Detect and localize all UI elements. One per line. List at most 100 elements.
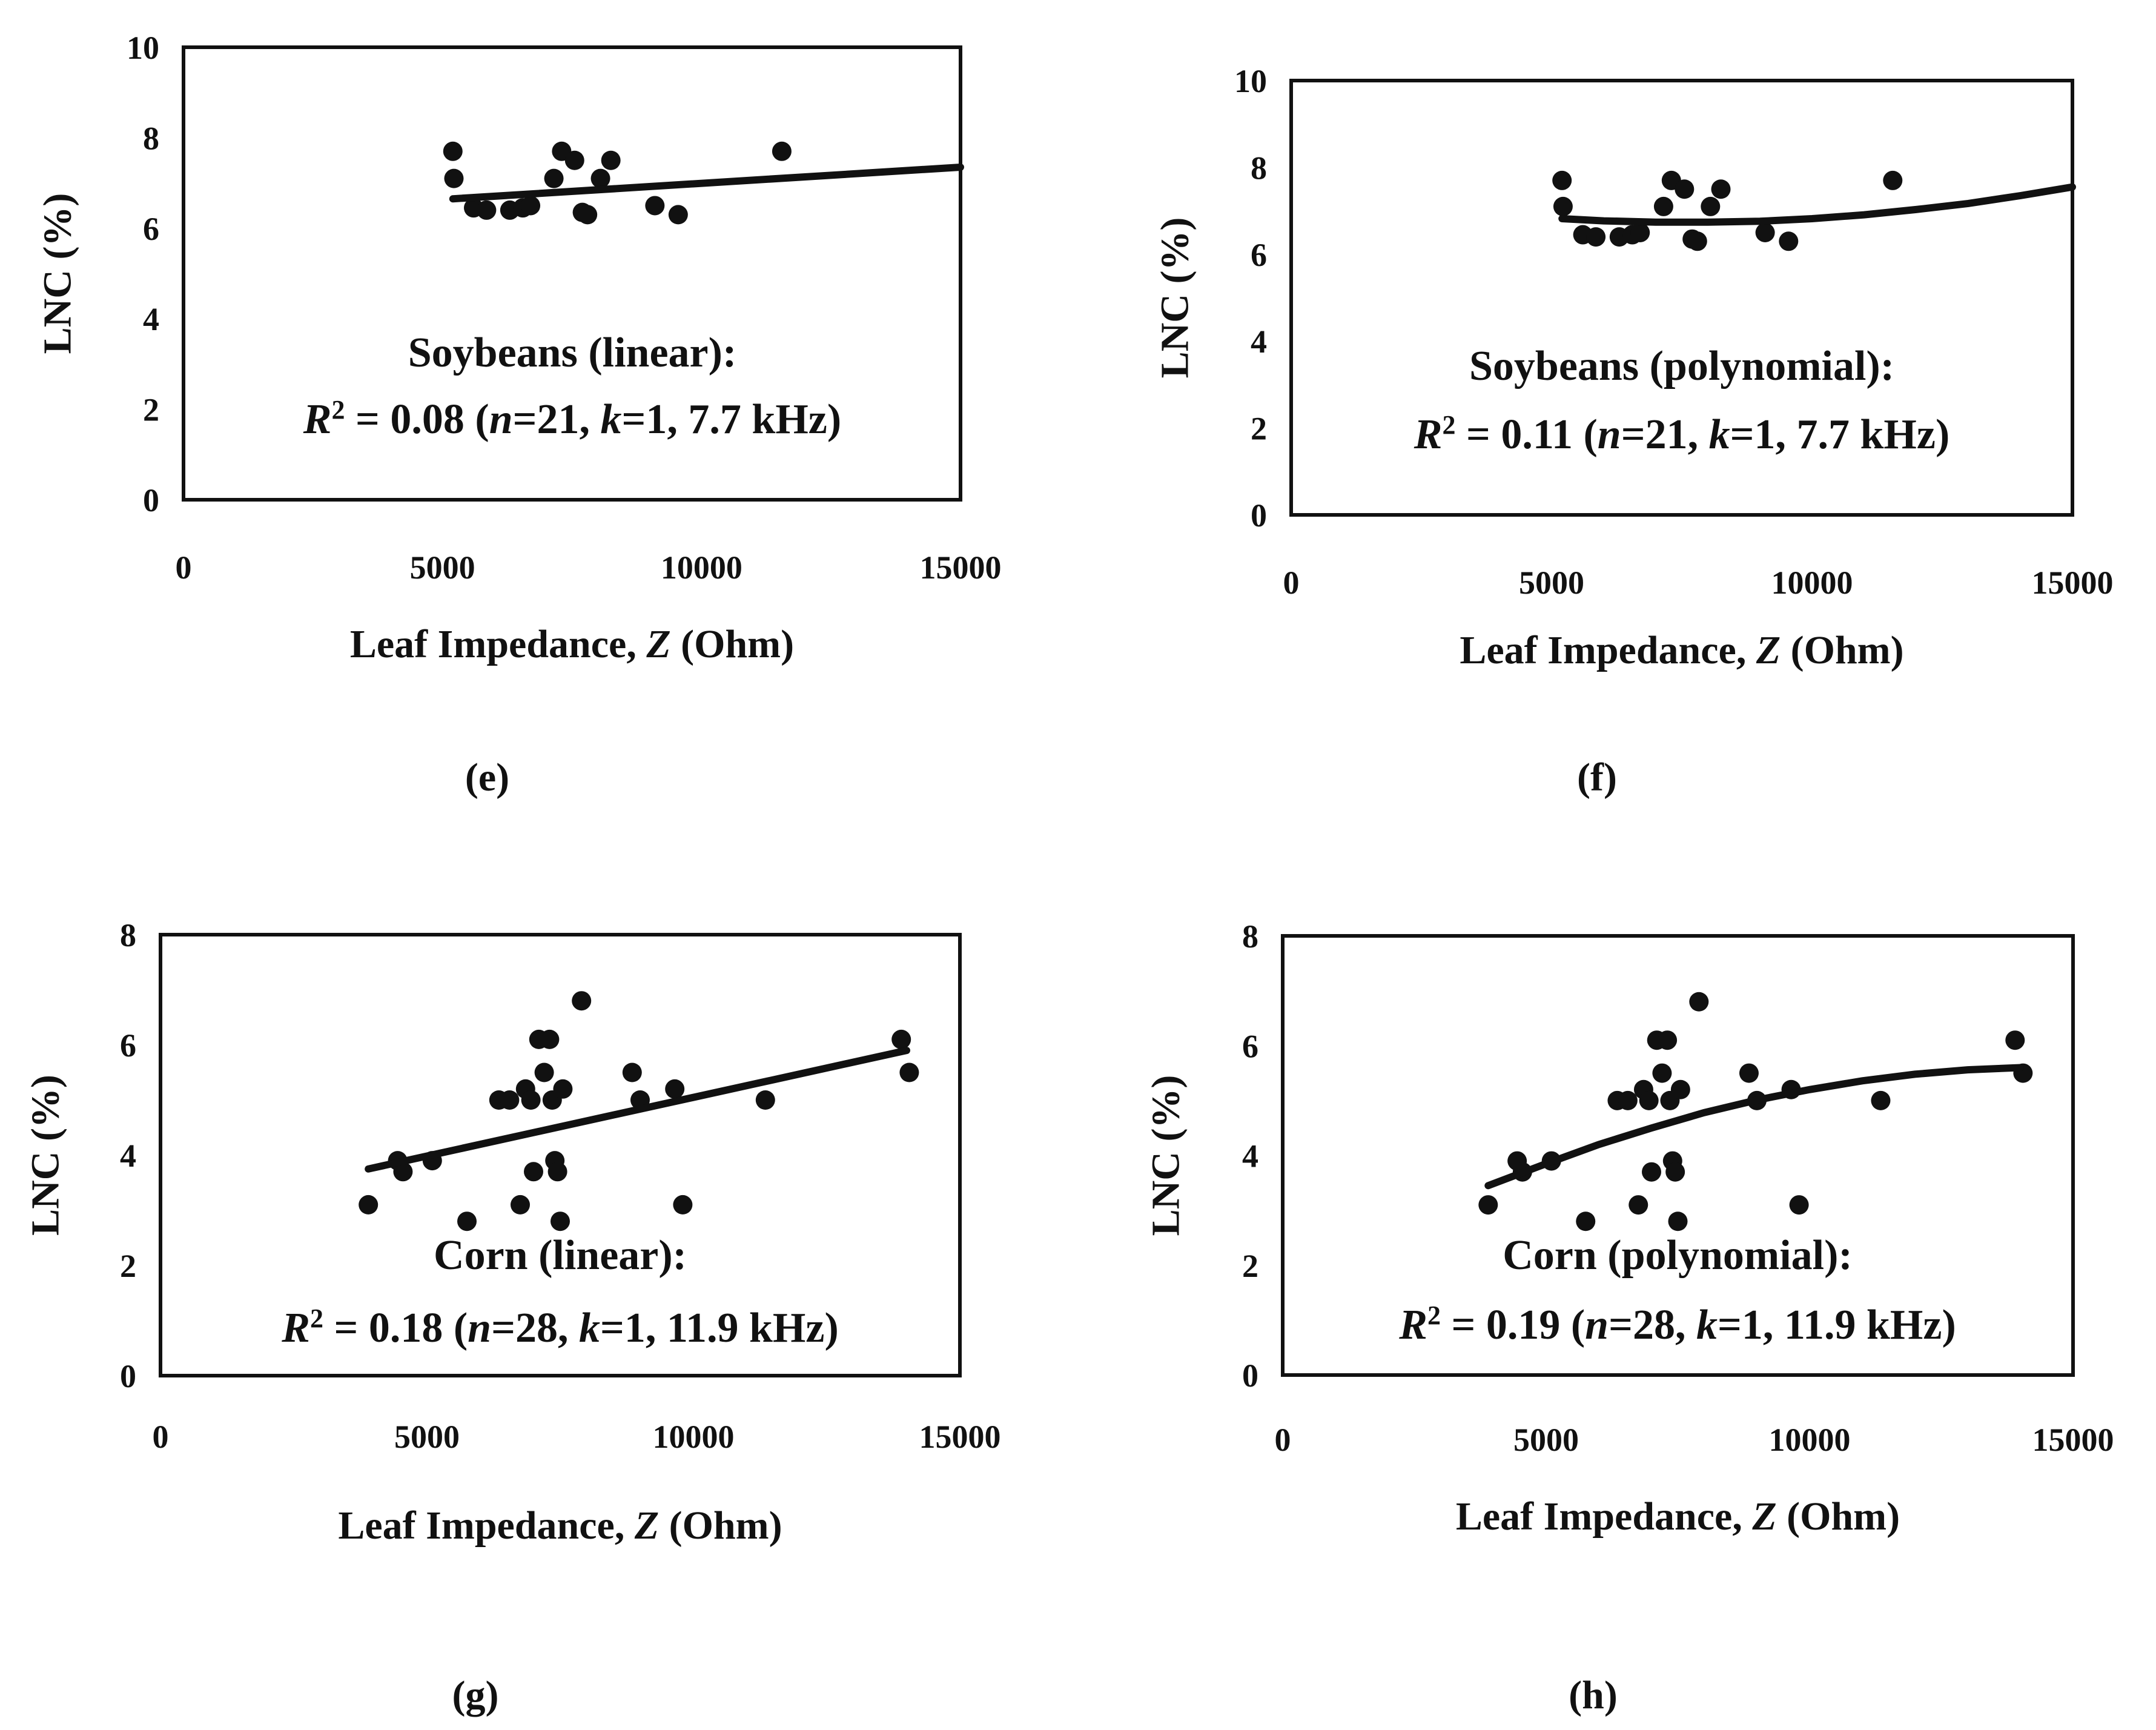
data-point	[1642, 1162, 1661, 1182]
chart-panel-h: 0 2 4 6 8 0 5000 10000 15000 LNC (%) Leaf Impedanc…	[1144, 918, 2114, 1717]
data-point	[521, 1090, 541, 1110]
fit-annotation-stat: R2 = 0.11 (n=21, k=1, 7.7 kHz)	[1414, 410, 1950, 459]
data-point	[553, 1079, 573, 1099]
y-axis-title: LNC (%)	[36, 193, 80, 354]
y-tick-label: 8	[143, 120, 159, 156]
data-point	[1689, 992, 1709, 1012]
data-point	[1552, 170, 1572, 190]
y-tick-label: 2	[1242, 1248, 1258, 1284]
data-point	[673, 1195, 693, 1215]
y-tick-label: 6	[1251, 237, 1267, 273]
plot-frame	[182, 45, 962, 502]
data-point	[891, 1029, 911, 1049]
data-point	[544, 168, 564, 188]
data-point	[601, 150, 621, 170]
data-point	[1618, 1090, 1638, 1110]
data-point	[665, 1079, 685, 1099]
data-point	[1687, 231, 1707, 251]
data-point	[1668, 1211, 1688, 1231]
y-tick-label: 4	[120, 1138, 136, 1174]
data-point	[1576, 1211, 1596, 1231]
data-point	[1755, 222, 1775, 242]
panel-label: (f)	[1577, 755, 1617, 800]
data-point	[1630, 222, 1650, 242]
fit-annotation-stat: R2 = 0.19 (n=28, k=1, 11.9 kHz)	[1398, 1301, 1956, 1349]
data-point	[2005, 1030, 2025, 1050]
x-tick-label: 15000	[919, 1419, 1001, 1455]
data-point	[524, 1162, 543, 1182]
x-tick-label: 0	[1275, 1422, 1291, 1458]
fit-annotation-title: Corn (polynomial):	[1503, 1232, 1853, 1279]
data-point	[1478, 1195, 1498, 1215]
y-tick-label: 8	[1251, 150, 1267, 186]
data-point	[477, 200, 497, 220]
data-point	[547, 1162, 567, 1182]
y-tick-label: 4	[1242, 1138, 1258, 1175]
y-tick-label: 2	[120, 1248, 136, 1284]
data-point	[457, 1211, 477, 1231]
y-tick-label: 4	[1251, 323, 1267, 360]
y-tick-label: 0	[120, 1358, 136, 1394]
data-point	[444, 168, 464, 188]
fit-annotation-title: Soybeans (polynomial):	[1469, 343, 1894, 389]
y-tick-label: 4	[143, 301, 159, 337]
data-point	[1653, 196, 1673, 216]
trendline	[1558, 183, 2076, 226]
y-tick-label: 10	[1234, 63, 1267, 99]
y-axis-title: LNC (%)	[1144, 1075, 1188, 1236]
x-tick-label: 10000	[653, 1419, 735, 1455]
x-tick-label: 0	[176, 549, 192, 586]
x-tick-label: 15000	[2032, 565, 2114, 601]
y-tick-label: 10	[127, 30, 159, 66]
data-point	[772, 141, 792, 161]
y-axis-title: LNC (%)	[24, 1075, 68, 1236]
data-point	[578, 205, 598, 225]
data-point	[1711, 179, 1731, 199]
y-tick-label: 8	[1242, 918, 1258, 955]
x-tick-label: 15000	[2032, 1422, 2114, 1458]
plot-frame	[1281, 934, 2075, 1377]
data-point	[1739, 1063, 1759, 1083]
y-tick-label: 6	[143, 211, 159, 247]
chart-panel-g: 0 2 4 6 8 0 5000 10000 15000 LNC (%) Leaf Impedanc…	[24, 917, 1001, 1717]
y-tick-label: 0	[1242, 1357, 1258, 1394]
trendline	[449, 164, 964, 203]
data-point	[1789, 1195, 1809, 1215]
data-point	[1701, 196, 1721, 216]
panel-label: (h)	[1569, 1673, 1618, 1717]
data-point	[899, 1062, 919, 1082]
x-axis-title: Leaf Impedance, Z (Ohm)	[350, 622, 794, 666]
data-point	[564, 150, 584, 170]
y-tick-label: 0	[143, 482, 159, 519]
data-point	[1629, 1195, 1648, 1215]
data-point	[590, 168, 610, 188]
chart-panel-f: 0 2 4 6 8 10 0 5000 10000 15000 LNC (%) Leaf Impeda…	[1153, 63, 2114, 800]
data-point	[500, 1090, 520, 1110]
y-tick-label: 6	[1242, 1028, 1258, 1064]
data-point	[521, 196, 541, 216]
data-point	[534, 1062, 554, 1082]
panel-label: (g)	[452, 1673, 499, 1717]
x-tick-label: 0	[1283, 565, 1300, 601]
panel-label: (e)	[465, 755, 509, 800]
data-point	[1665, 1162, 1685, 1182]
data-point	[755, 1090, 775, 1110]
data-point	[1639, 1090, 1659, 1110]
data-point	[1871, 1090, 1891, 1110]
y-tick-label: 8	[120, 917, 136, 953]
y-tick-label: 2	[1251, 411, 1267, 447]
y-tick-label: 0	[1251, 497, 1267, 534]
data-point	[1675, 179, 1695, 199]
plot-frame	[1289, 79, 2074, 517]
chart-panel-e: 0 2 4 6 8 10 0 5000 10000 15000 LNC (%) Leaf Impeda…	[36, 30, 1002, 800]
x-axis-title: Leaf Impedance, Z (Ohm)	[338, 1503, 782, 1548]
x-tick-label: 10000	[1769, 1422, 1851, 1458]
fit-annotation-stat: R2 = 0.18 (n=28, k=1, 11.9 kHz)	[281, 1304, 839, 1352]
y-tick-label: 2	[143, 392, 159, 428]
x-tick-label: 5000	[1513, 1422, 1579, 1458]
data-point	[551, 1211, 570, 1231]
y-tick-label: 6	[120, 1027, 136, 1064]
data-point	[1779, 231, 1799, 251]
x-tick-label: 5000	[1519, 565, 1584, 601]
